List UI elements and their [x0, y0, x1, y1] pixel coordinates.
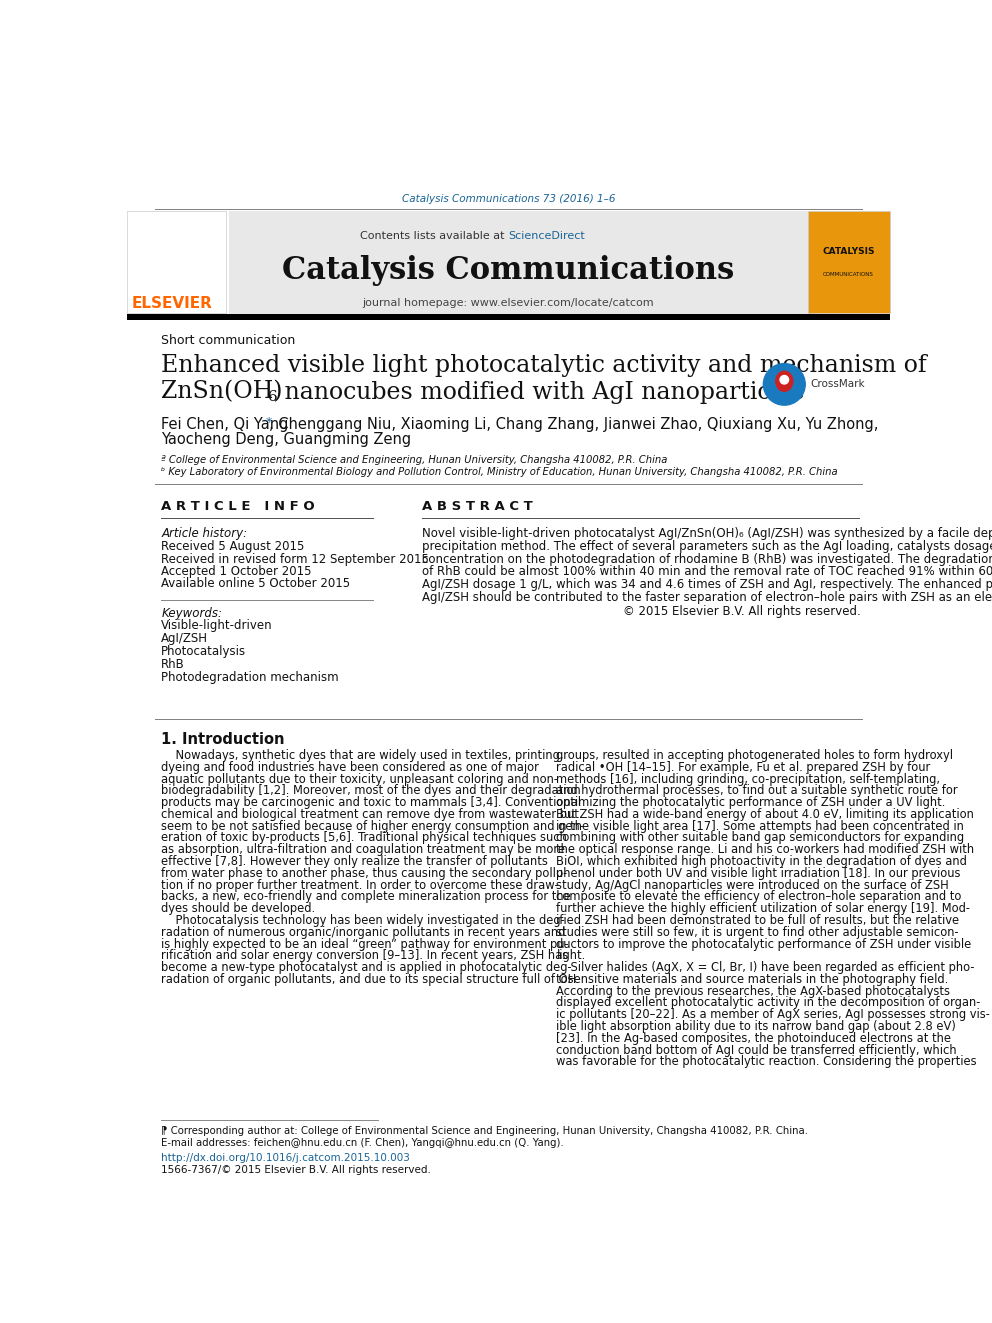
Text: dyes should be developed.: dyes should be developed.	[161, 902, 315, 916]
Text: ible light absorption ability due to its narrow band gap (about 2.8 eV): ible light absorption ability due to its…	[557, 1020, 956, 1033]
Text: methods [16], including grinding, co-precipitation, self-templating,: methods [16], including grinding, co-pre…	[557, 773, 940, 786]
Text: tosensitive materials and source materials in the photography field.: tosensitive materials and source materia…	[557, 972, 948, 986]
Text: studies were still so few, it is urgent to find other adjustable semicon-: studies were still so few, it is urgent …	[557, 926, 959, 939]
Text: Silver halides (AgX, X = Cl, Br, I) have been regarded as efficient pho-: Silver halides (AgX, X = Cl, Br, I) have…	[557, 960, 975, 974]
Text: the optical response range. Li and his co-workers had modified ZSH with: the optical response range. Li and his c…	[557, 843, 974, 856]
Text: RhB: RhB	[161, 658, 185, 671]
Text: become a new-type photocatalyst and is applied in photocatalytic deg-: become a new-type photocatalyst and is a…	[161, 960, 571, 974]
Text: COMMUNICATIONS: COMMUNICATIONS	[823, 271, 874, 277]
Text: ª College of Environmental Science and Engineering, Hunan University, Changsha 4: ª College of Environmental Science and E…	[161, 455, 668, 464]
Text: ZnSn(OH): ZnSn(OH)	[161, 381, 283, 404]
Text: Short communication: Short communication	[161, 333, 296, 347]
Text: and hydrothermal processes, to find out a suitable synthetic route for: and hydrothermal processes, to find out …	[557, 785, 958, 798]
Text: Photocatalysis: Photocatalysis	[161, 646, 246, 658]
Text: Catalysis Communications 73 (2016) 1–6: Catalysis Communications 73 (2016) 1–6	[402, 193, 615, 204]
Text: A B S T R A C T: A B S T R A C T	[423, 500, 533, 513]
Text: Fei Chen, Qi Yang: Fei Chen, Qi Yang	[161, 417, 294, 431]
Text: Available online 5 October 2015: Available online 5 October 2015	[161, 577, 350, 590]
Text: According to the previous researches, the AgX-based photocatalysts: According to the previous researches, th…	[557, 984, 950, 998]
Text: Yaocheng Deng, Guangming Zeng: Yaocheng Deng, Guangming Zeng	[161, 433, 412, 447]
Text: combining with other suitable band gap semiconductors for expanding: combining with other suitable band gap s…	[557, 831, 964, 844]
Text: 1566-7367/© 2015 Elsevier B.V. All rights reserved.: 1566-7367/© 2015 Elsevier B.V. All right…	[161, 1164, 432, 1175]
Text: http://dx.doi.org/10.1016/j.catcom.2015.10.003: http://dx.doi.org/10.1016/j.catcom.2015.…	[161, 1154, 410, 1163]
Text: AgI/ZSH dosage 1 g/L, which was 34 and 4.6 times of ZSH and AgI, respectively. T: AgI/ZSH dosage 1 g/L, which was 34 and 4…	[423, 578, 992, 591]
Text: radation of organic pollutants, and due to its special structure full of OH: radation of organic pollutants, and due …	[161, 972, 576, 986]
Text: seem to be not satisfied because of higher energy consumption and gen-: seem to be not satisfied because of high…	[161, 820, 584, 832]
Text: But ZSH had a wide-band energy of about 4.0 eV, limiting its application: But ZSH had a wide-band energy of about …	[557, 808, 974, 820]
Text: study, Ag/AgCl nanoparticles were introduced on the surface of ZSH: study, Ag/AgCl nanoparticles were introd…	[557, 878, 949, 892]
Text: nanocubes modified with AgI nanoparticles: nanocubes modified with AgI nanoparticle…	[277, 381, 805, 404]
Text: Received 5 August 2015: Received 5 August 2015	[161, 540, 305, 553]
Text: 1. Introduction: 1. Introduction	[161, 732, 285, 747]
Text: products may be carcinogenic and toxic to mammals [3,4]. Conventional: products may be carcinogenic and toxic t…	[161, 796, 581, 810]
Bar	[127, 212, 226, 312]
Text: as absorption, ultra-filtration and coagulation treatment may be more: as absorption, ultra-filtration and coag…	[161, 843, 565, 856]
Text: groups, resulted in accepting photogenerated holes to form hydroxyl: groups, resulted in accepting photogener…	[557, 749, 953, 762]
Text: journal homepage: www.elsevier.com/locate/catcom: journal homepage: www.elsevier.com/locat…	[363, 298, 654, 308]
Text: conduction band bottom of AgI could be transferred efficiently, which: conduction band bottom of AgI could be t…	[557, 1044, 957, 1057]
Text: chemical and biological treatment can remove dye from wastewater but: chemical and biological treatment can re…	[161, 808, 579, 820]
Bar	[228, 212, 809, 316]
Text: ductors to improve the photocatalytic performance of ZSH under visible: ductors to improve the photocatalytic pe…	[557, 938, 972, 950]
Text: CATALYSIS: CATALYSIS	[822, 246, 875, 255]
Text: BiOI, which exhibited high photoactivity in the degradation of dyes and: BiOI, which exhibited high photoactivity…	[557, 855, 967, 868]
Circle shape	[764, 364, 806, 405]
Text: composite to elevate the efficiency of electron–hole separation and to: composite to elevate the efficiency of e…	[557, 890, 962, 904]
Text: Novel visible-light-driven photocatalyst AgI/ZnSn(OH)₆ (AgI/ZSH) was synthesized: Novel visible-light-driven photocatalyst…	[423, 528, 992, 540]
Circle shape	[780, 376, 789, 384]
Text: Keywords:: Keywords:	[161, 606, 222, 619]
Text: *: *	[266, 417, 272, 430]
Text: Received in revised form 12 September 2015: Received in revised form 12 September 20…	[161, 553, 430, 566]
Text: aquatic pollutants due to their toxicity, unpleasant coloring and non-: aquatic pollutants due to their toxicity…	[161, 773, 558, 786]
Text: radation of numerous organic/inorganic pollutants in recent years and: radation of numerous organic/inorganic p…	[161, 926, 565, 939]
Text: radical •OH [14–15]. For example, Fu et al. prepared ZSH by four: radical •OH [14–15]. For example, Fu et …	[557, 761, 930, 774]
Text: [23]. In the Ag-based composites, the photoinduced electrons at the: [23]. In the Ag-based composites, the ph…	[557, 1032, 951, 1045]
Text: AgI/ZSH: AgI/ZSH	[161, 632, 208, 646]
Text: AgI/ZSH should be contributed to the faster separation of electron–hole pairs wi: AgI/ZSH should be contributed to the fas…	[423, 591, 992, 603]
Text: biodegradability [1,2]. Moreover, most of the dyes and their degradation: biodegradability [1,2]. Moreover, most o…	[161, 785, 581, 798]
Bar	[807, 212, 890, 312]
Text: is highly expected to be an ideal “green” pathway for environment pu-: is highly expected to be an ideal “green…	[161, 938, 568, 950]
Text: , Chenggang Niu, Xiaoming Li, Chang Zhang, Jianwei Zhao, Qiuxiang Xu, Yu Zhong,: , Chenggang Niu, Xiaoming Li, Chang Zhan…	[269, 417, 879, 431]
Text: ᵇ Key Laboratory of Environmental Biology and Pollution Control, Ministry of Edu: ᵇ Key Laboratory of Environmental Biolog…	[161, 467, 838, 478]
Text: in the visible light area [17]. Some attempts had been concentrated in: in the visible light area [17]. Some att…	[557, 820, 964, 832]
Text: from water phase to another phase, thus causing the secondary pollu-: from water phase to another phase, thus …	[161, 867, 567, 880]
Text: light.: light.	[557, 950, 585, 962]
Text: dyeing and food industries have been considered as one of major: dyeing and food industries have been con…	[161, 761, 539, 774]
Text: CrossMark: CrossMark	[809, 380, 864, 389]
Text: Photodegradation mechanism: Photodegradation mechanism	[161, 671, 339, 684]
Text: displayed excellent photocatalytic activity in the decomposition of organ-: displayed excellent photocatalytic activ…	[557, 996, 981, 1009]
Text: effective [7,8]. However they only realize the transfer of pollutants: effective [7,8]. However they only reali…	[161, 855, 548, 868]
Text: © 2015 Elsevier B.V. All rights reserved.: © 2015 Elsevier B.V. All rights reserved…	[623, 605, 860, 618]
Text: phenol under both UV and visible light irradiation [18]. In our previous: phenol under both UV and visible light i…	[557, 867, 961, 880]
Text: backs, a new, eco-friendly and complete mineralization process for the: backs, a new, eco-friendly and complete …	[161, 890, 571, 904]
Text: eration of toxic by-products [5,6]. Traditional physical techniques such: eration of toxic by-products [5,6]. Trad…	[161, 831, 567, 844]
Text: ic pollutants [20–22]. As a member of AgX series, AgI possesses strong vis-: ic pollutants [20–22]. As a member of Ag…	[557, 1008, 990, 1021]
Text: was favorable for the photocatalytic reaction. Considering the properties: was favorable for the photocatalytic rea…	[557, 1056, 977, 1068]
Text: of RhB could be almost 100% within 40 min and the removal rate of TOC reached 91: of RhB could be almost 100% within 40 mi…	[423, 565, 992, 578]
Text: Enhanced visible light photocatalytic activity and mechanism of: Enhanced visible light photocatalytic ac…	[161, 353, 927, 377]
Bar	[127, 315, 890, 320]
Ellipse shape	[776, 372, 793, 392]
Text: Photocatalysis technology has been widely investigated in the deg-: Photocatalysis technology has been widel…	[161, 914, 565, 927]
Text: optimizing the photocatalytic performance of ZSH under a UV light.: optimizing the photocatalytic performanc…	[557, 796, 945, 810]
Text: Catalysis Communications: Catalysis Communications	[283, 255, 734, 286]
Text: Accepted 1 October 2015: Accepted 1 October 2015	[161, 565, 311, 578]
Text: Contents lists available at: Contents lists available at	[360, 230, 509, 241]
Text: ⁋ Corresponding author at: College of Environmental Science and Engineering, Hun: ⁋ Corresponding author at: College of En…	[161, 1126, 808, 1136]
Text: A R T I C L E   I N F O: A R T I C L E I N F O	[161, 500, 314, 513]
Text: Nowadays, synthetic dyes that are widely used in textiles, printing,: Nowadays, synthetic dyes that are widely…	[161, 749, 563, 762]
Text: Visible-light-driven: Visible-light-driven	[161, 619, 273, 632]
Text: precipitation method. The effect of several parameters such as the AgI loading, : precipitation method. The effect of seve…	[423, 540, 992, 553]
Text: Article history:: Article history:	[161, 528, 247, 540]
Text: further achieve the highly efficient utilization of solar energy [19]. Mod-: further achieve the highly efficient uti…	[557, 902, 970, 916]
Text: rification and solar energy conversion [9–13]. In recent years, ZSH has: rification and solar energy conversion […	[161, 950, 568, 962]
Text: E-mail addresses: feichen@hnu.edu.cn (F. Chen), Yangqi@hnu.edu.cn (Q. Yang).: E-mail addresses: feichen@hnu.edu.cn (F.…	[161, 1138, 563, 1148]
Text: concentration on the photodegradation of rhodamine B (RhB) was investigated. The: concentration on the photodegradation of…	[423, 553, 992, 566]
Text: tion if no proper further treatment. In order to overcome these draw-: tion if no proper further treatment. In …	[161, 878, 558, 892]
Text: ScienceDirect: ScienceDirect	[509, 230, 585, 241]
Text: ified ZSH had been demonstrated to be full of results, but the relative: ified ZSH had been demonstrated to be fu…	[557, 914, 959, 927]
Text: 6: 6	[268, 390, 278, 404]
Text: ELSEVIER: ELSEVIER	[132, 296, 212, 311]
